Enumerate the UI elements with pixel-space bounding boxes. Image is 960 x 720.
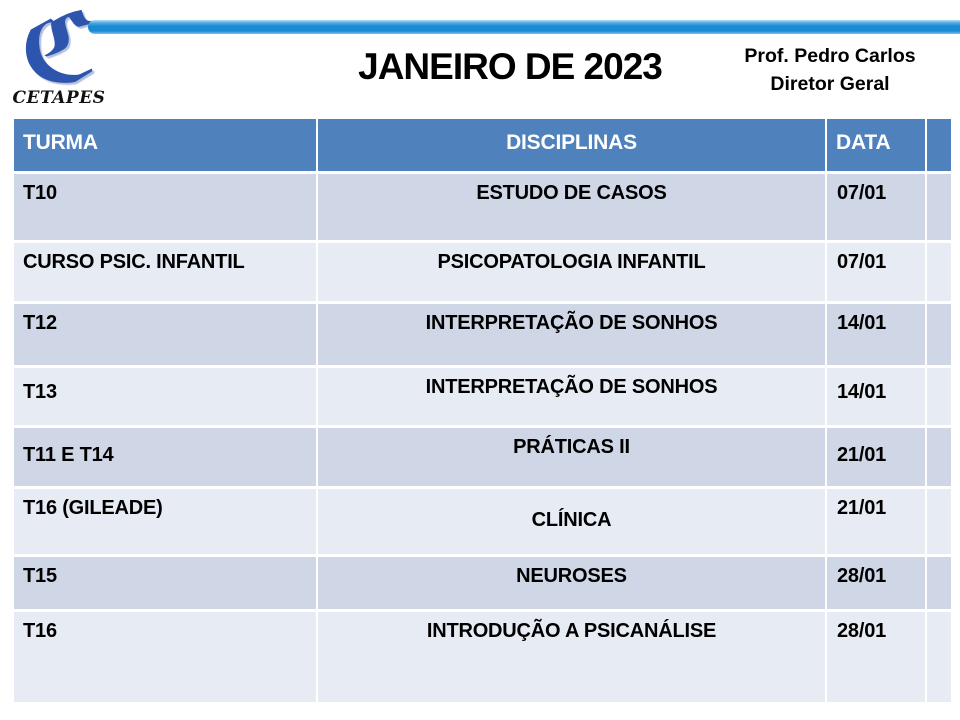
schedule-table: TURMA DISCIPLINAS DATA T10 ESTUDO DE CAS… bbox=[12, 116, 953, 705]
data-cell: 14/01 bbox=[827, 304, 925, 365]
data-cell: 28/01 bbox=[827, 612, 925, 702]
empty-cell bbox=[927, 368, 951, 425]
professor-role: Diretor Geral bbox=[770, 73, 890, 96]
turma-cell: T12 bbox=[14, 304, 316, 365]
table-row: T16 INTRODUÇÃO A PSICANÁLISE 28/01 bbox=[14, 612, 951, 702]
empty-cell bbox=[927, 489, 951, 554]
column-header-disciplinas: DISCIPLINAS bbox=[318, 119, 825, 171]
top-accent-bar bbox=[88, 20, 960, 34]
disciplina-cell: NEUROSES bbox=[318, 557, 825, 609]
signature-block: Prof. Pedro Carlos Diretor Geral bbox=[708, 42, 952, 99]
empty-cell bbox=[927, 243, 951, 301]
data-cell: 14/01 bbox=[827, 368, 925, 425]
turma-cell: T10 bbox=[14, 174, 316, 240]
empty-cell bbox=[927, 612, 951, 702]
data-cell: 07/01 bbox=[827, 174, 925, 240]
data-cell: 21/01 bbox=[827, 428, 925, 486]
table-row: CURSO PSIC. INFANTIL PSICOPATOLOGIA INFA… bbox=[14, 243, 951, 301]
empty-cell bbox=[927, 174, 951, 240]
table-row: T15 NEUROSES 28/01 bbox=[14, 557, 951, 609]
disciplina-cell: CLÍNICA bbox=[318, 489, 825, 554]
data-cell: 28/01 bbox=[827, 557, 925, 609]
table-row: T12 INTERPRETAÇÃO DE SONHOS 14/01 bbox=[14, 304, 951, 365]
cetapes-logo: ℭ CETAPES bbox=[4, 0, 114, 108]
turma-cell: T15 bbox=[14, 557, 316, 609]
table-row: T10 ESTUDO DE CASOS 07/01 bbox=[14, 174, 951, 240]
turma-cell: T16 (GILEADE) bbox=[14, 489, 316, 554]
empty-cell bbox=[927, 557, 951, 609]
turma-cell: T11 E T14 bbox=[14, 428, 316, 486]
table-row: T13 INTERPRETAÇÃO DE SONHOS 14/01 bbox=[14, 368, 951, 425]
professor-name: Prof. Pedro Carlos bbox=[744, 45, 916, 67]
slide-title: JANEIRO DE 2023 bbox=[358, 46, 663, 87]
blackletter-c-icon: ℭ bbox=[19, 0, 99, 104]
disciplina-cell: INTRODUÇÃO A PSICANÁLISE bbox=[318, 612, 825, 702]
turma-cell: T13 bbox=[14, 368, 316, 425]
disciplina-cell: PRÁTICAS II bbox=[318, 428, 825, 486]
turma-cell: T16 bbox=[14, 612, 316, 702]
empty-cell bbox=[927, 304, 951, 365]
empty-cell bbox=[927, 428, 951, 486]
disciplina-cell: ESTUDO DE CASOS bbox=[318, 174, 825, 240]
turma-cell: CURSO PSIC. INFANTIL bbox=[14, 243, 316, 301]
column-header-turma: TURMA bbox=[14, 119, 316, 171]
disciplina-cell: PSICOPATOLOGIA INFANTIL bbox=[318, 243, 825, 301]
column-header-empty bbox=[927, 119, 951, 171]
disciplina-cell: INTERPRETAÇÃO DE SONHOS bbox=[318, 368, 825, 425]
logo-text: CETAPES bbox=[12, 88, 106, 108]
table-header-row: TURMA DISCIPLINAS DATA bbox=[14, 119, 951, 171]
column-header-data: DATA bbox=[827, 119, 925, 171]
table-row: T11 E T14 PRÁTICAS II 21/01 bbox=[14, 428, 951, 486]
table-row: T16 (GILEADE) CLÍNICA 21/01 bbox=[14, 489, 951, 554]
disciplina-cell: INTERPRETAÇÃO DE SONHOS bbox=[318, 304, 825, 365]
data-cell: 07/01 bbox=[827, 243, 925, 301]
data-cell: 21/01 bbox=[827, 489, 925, 554]
